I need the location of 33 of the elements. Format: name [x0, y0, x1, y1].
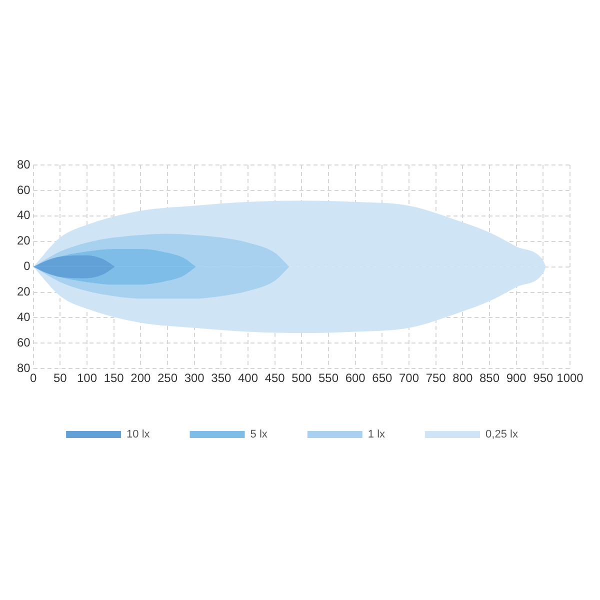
y-tick-label: 40: [16, 208, 31, 222]
y-tick-label: 80: [16, 157, 31, 172]
x-tick-label: 950: [533, 371, 554, 386]
x-tick-label: 350: [211, 371, 232, 386]
x-tick-label: 1000: [556, 371, 584, 386]
x-tick-label: 550: [318, 371, 339, 386]
x-tick-label: 500: [292, 371, 312, 386]
x-tick-label: 850: [479, 371, 500, 386]
legend-label: 5 lx: [250, 428, 268, 441]
x-tick-label: 750: [426, 371, 446, 386]
y-tick-label: 80: [16, 360, 31, 375]
x-tick-label: 650: [372, 371, 393, 386]
x-tick-label: 700: [398, 371, 420, 386]
x-tick-label: 600: [345, 371, 366, 386]
legend-label: 1 lx: [368, 428, 386, 441]
x-tick-label: 800: [452, 371, 473, 386]
y-tick-label: 60: [16, 335, 31, 350]
legend-label: 0,25 lx: [486, 428, 518, 441]
y-tick-label: 60: [16, 182, 31, 197]
y-tick-label: 40: [16, 310, 31, 324]
x-tick-label: 400: [238, 371, 258, 386]
x-tick-label: 900: [506, 371, 527, 386]
y-tick-label: 0: [24, 259, 31, 274]
x-tick-label: 150: [104, 371, 124, 386]
y-tick-label: 20: [16, 234, 31, 248]
x-tick-label: 450: [264, 371, 286, 386]
x-tick-label: 200: [130, 371, 152, 386]
x-tick-label: 100: [76, 371, 98, 386]
x-tick-label: 300: [184, 371, 205, 386]
y-tick-label: 20: [16, 284, 31, 299]
x-tick-label: 50: [54, 371, 68, 386]
legend-label: 10 lx: [126, 428, 150, 441]
x-tick-label: 250: [157, 371, 178, 386]
